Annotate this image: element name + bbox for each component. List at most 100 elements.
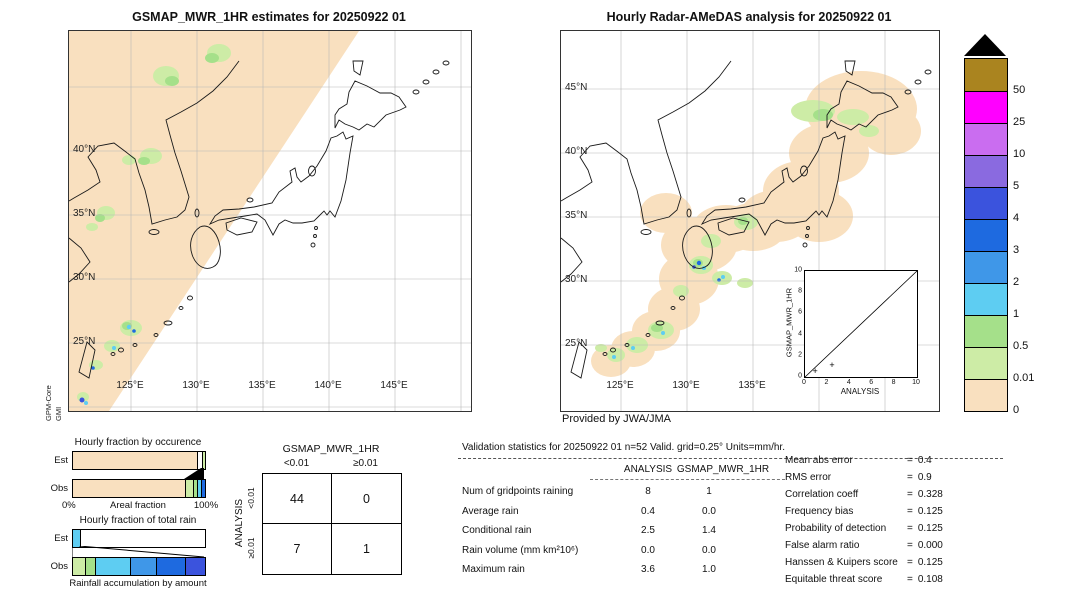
stats-metric: RMS error = 0.9 (785, 472, 1045, 489)
occurrence-est-bar (72, 451, 206, 470)
occurrence-axis-min: 0% (62, 500, 76, 511)
bar-segment (197, 480, 202, 497)
stats-gsmap-value: 1 (706, 486, 712, 497)
stats-metric: Frequency bias = 0.125 (785, 506, 1045, 523)
scatter-point: + (812, 365, 818, 376)
metric-equals: = (907, 557, 913, 568)
contingency-row-label-1: <0.01 (246, 487, 256, 509)
bar-segment (73, 558, 85, 575)
inset-x-tick: 0 (802, 379, 806, 386)
metric-value: 0.125 (917, 506, 943, 517)
bar-segment (73, 452, 198, 469)
small-islands (602, 69, 932, 356)
metric-value: 0.328 (917, 489, 943, 500)
colorbar-segment (965, 379, 1007, 411)
stats-metric: Hanssen & Kuipers score = 0.125 (785, 557, 1045, 574)
metric-equals: = (907, 540, 913, 551)
contingency-cell: 1 (363, 542, 370, 556)
metric-value: 0.108 (917, 574, 943, 585)
inset-x-tick: 6 (869, 379, 874, 386)
coastlines (561, 60, 932, 379)
totalrain-est-bar (72, 529, 206, 548)
colorbar (964, 58, 1008, 412)
colorbar-tick-label: 25 (1013, 116, 1026, 128)
stats-gsmap-value: 1.4 (702, 525, 716, 536)
totalrain-caption: Rainfall accumulation by amount (69, 578, 207, 589)
inset-y-tick: 8 (798, 287, 802, 295)
metric-label: RMS error (785, 472, 832, 483)
colorbar-segment (965, 347, 1007, 379)
inset-scatter-plot (804, 270, 918, 378)
metric-equals: = (907, 489, 913, 500)
gridlines (69, 31, 471, 411)
stats-gsmap-value: 1.0 (702, 564, 716, 575)
colorbar-segment (965, 91, 1007, 123)
metric-label: Frequency bias (785, 506, 854, 517)
bar-segment (185, 558, 205, 575)
stats-row-label: Num of gridpoints raining (462, 486, 574, 497)
bar-segment (202, 452, 205, 469)
metric-equals: = (907, 455, 913, 466)
metric-equals: = (907, 574, 913, 585)
bar-segment (84, 558, 96, 575)
metric-label: Probability of detection (785, 523, 887, 534)
inset-diagonal (805, 271, 917, 377)
contingency-cell: 0 (332, 474, 401, 524)
stats-row: Rain volume (mm km²10⁶) 0.0 0.0 (458, 545, 798, 565)
colorbar-segment (965, 187, 1007, 219)
occurrence-est-label: Est (54, 455, 68, 466)
scatter-point: + (829, 360, 835, 371)
coastlines (69, 60, 450, 379)
inset-x-tick: 8 (891, 379, 896, 386)
stats-header-underline (590, 479, 785, 480)
gridlines (561, 31, 939, 411)
metric-value: 0.125 (917, 523, 943, 534)
stats-row: Conditional rain 2.5 1.4 (458, 525, 798, 545)
bar-segment (73, 530, 81, 547)
totalrain-obs-bar (72, 557, 206, 576)
left-map (68, 30, 472, 412)
colorbar-tick-label: 2 (1013, 276, 1020, 288)
stats-row-label: Rain volume (mm km²10⁶) (462, 544, 579, 556)
stats-col-analysis: ANALYSIS (623, 464, 673, 475)
data-credit: Provided by JWA/JMA (562, 413, 672, 425)
occurrence-obs-bar (72, 479, 206, 498)
colorbar-segment (965, 123, 1007, 155)
totalrain-obs-label: Obs (50, 561, 68, 572)
left-precip-blue (91, 329, 136, 370)
totalrain-chart-title: Hourly fraction of total rain (79, 515, 197, 526)
metric-value: 0.4 (917, 455, 932, 466)
sensor-label-line1: GPM-Core (44, 385, 53, 421)
satellite-swath (69, 31, 359, 411)
bar-segment (95, 558, 130, 575)
colorbar-tick-label: 0 (1013, 404, 1020, 416)
totalrain-est-label: Est (54, 533, 68, 544)
colorbar-tick-label: 5 (1013, 180, 1020, 192)
colorbar-segment (965, 219, 1007, 251)
inset-y-tick: 0 (798, 372, 802, 380)
inset-y-tick: 10 (794, 266, 802, 274)
stats-analysis-value: 0.4 (641, 505, 655, 517)
contingency-title: GSMAP_MWR_1HR (282, 443, 380, 455)
inset-x-tick: 10 (912, 379, 920, 386)
occurrence-chart-title: Hourly fraction by occurence (74, 437, 202, 448)
occurrence-axis-max: 100% (193, 500, 219, 511)
stats-analysis-value: 2.5 (641, 525, 655, 536)
bar-segment (197, 452, 203, 469)
left-precip-cyan (84, 324, 132, 405)
colorbar-tick-label: 0.01 (1013, 372, 1035, 384)
metric-value: 0.000 (917, 540, 943, 551)
contingency-col-label-2: ≥0.01 (353, 458, 378, 469)
stats-metric: Probability of detection = 0.125 (785, 523, 1045, 540)
colorbar-tick-label: 50 (1013, 84, 1026, 96)
stats-metric: Correlation coeff = 0.328 (785, 489, 1045, 506)
bar-segment (156, 558, 186, 575)
occurrence-connector (184, 468, 204, 479)
inset-x-tick: 4 (846, 379, 851, 386)
colorbar-tick-label: 1 (1013, 308, 1020, 320)
stats-row-label: Maximum rain (462, 564, 525, 575)
sensor-label-line2: GMI (54, 406, 63, 421)
totalrain-connector (72, 546, 204, 557)
stats-col-gsmap: GSMAP_MWR_1HR (676, 464, 770, 475)
